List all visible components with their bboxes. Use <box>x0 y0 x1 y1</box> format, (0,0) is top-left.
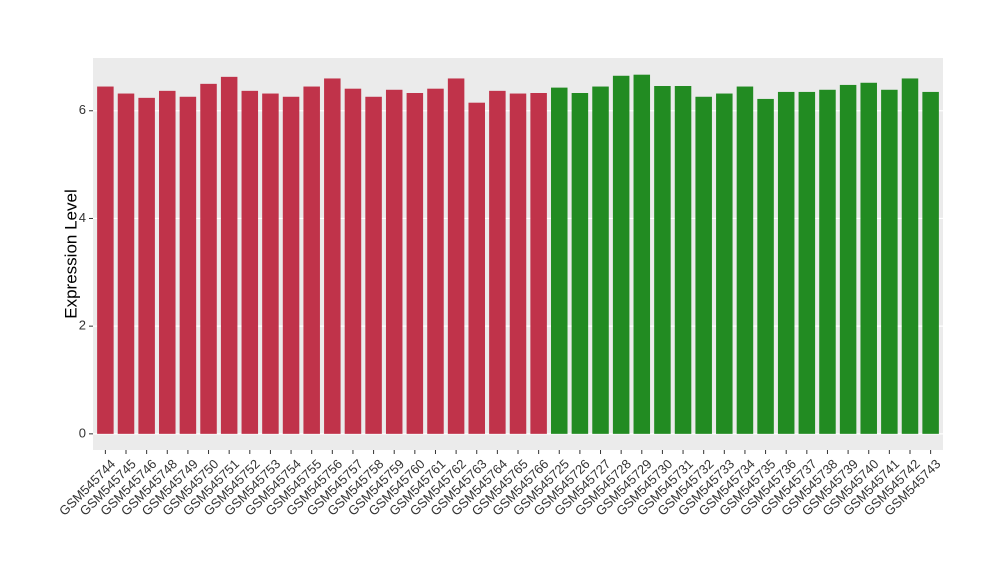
bar <box>819 89 836 434</box>
bar <box>447 78 465 434</box>
y-tick-label: 6 <box>79 102 86 117</box>
bar <box>798 91 816 434</box>
bar <box>159 90 176 434</box>
bar <box>427 88 444 434</box>
bar <box>922 91 939 434</box>
bar <box>551 87 568 434</box>
y-tick-label: 2 <box>79 318 86 333</box>
bar <box>97 86 114 434</box>
bar <box>303 86 320 434</box>
bar <box>365 96 382 434</box>
y-tick-label: 0 <box>79 425 86 440</box>
bar <box>881 89 898 434</box>
bar <box>489 90 506 434</box>
bar <box>241 90 259 434</box>
bar <box>695 96 712 434</box>
bar <box>138 97 155 434</box>
bar <box>777 91 795 434</box>
bar <box>282 96 300 434</box>
bar <box>633 74 651 434</box>
bar <box>220 76 238 434</box>
bar <box>901 78 919 434</box>
bar <box>509 93 527 434</box>
bar <box>736 86 754 434</box>
bar <box>406 93 424 434</box>
bar <box>839 84 857 434</box>
bar <box>200 83 217 434</box>
bar <box>262 93 279 434</box>
bar <box>385 89 403 434</box>
bar <box>530 93 547 434</box>
bar <box>324 78 341 434</box>
bar <box>571 93 589 434</box>
bar <box>592 86 609 434</box>
bar <box>757 98 774 434</box>
bar <box>344 88 362 434</box>
bar <box>860 82 877 434</box>
bar <box>117 93 135 434</box>
y-tick-label: 4 <box>79 210 86 225</box>
bar <box>674 86 692 434</box>
y-axis-label: Expression Level <box>61 189 80 318</box>
bar <box>654 86 671 434</box>
bar <box>612 75 630 434</box>
bar <box>468 102 485 434</box>
bar <box>716 93 733 434</box>
bar <box>179 96 197 434</box>
